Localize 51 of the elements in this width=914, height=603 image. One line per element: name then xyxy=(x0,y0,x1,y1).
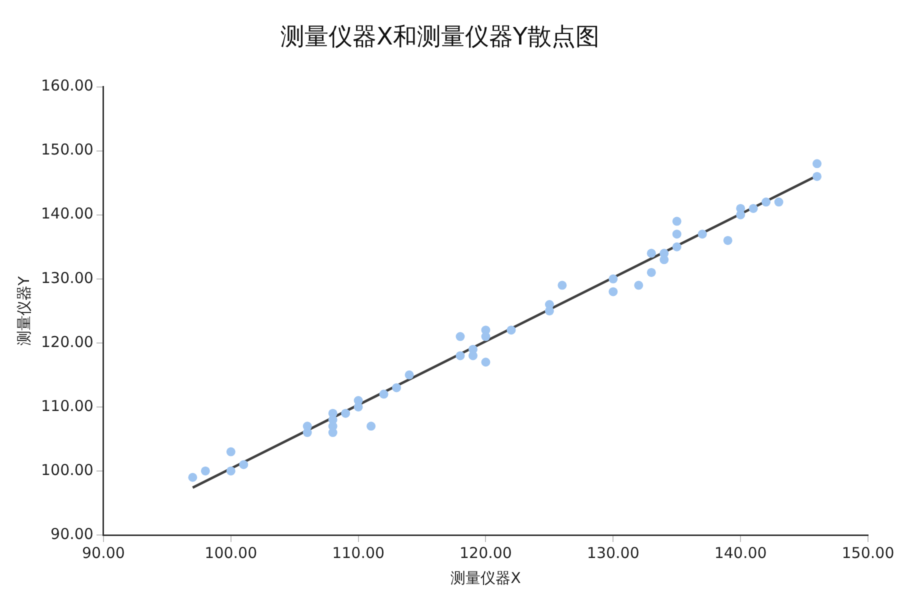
point xyxy=(404,370,414,380)
y-tick-label: 130.00 xyxy=(40,268,94,287)
point xyxy=(200,466,210,476)
x-tick-label: 120.00 xyxy=(459,544,512,562)
y-axis-title: 测量仪器Y xyxy=(14,275,33,346)
point xyxy=(379,390,388,399)
y-tick-label: 110.00 xyxy=(40,396,94,415)
point xyxy=(506,326,516,335)
point xyxy=(812,159,822,168)
point xyxy=(672,242,682,252)
y-tick-label: 100.00 xyxy=(40,460,94,479)
x-tick-label: 110.00 xyxy=(332,544,385,562)
point xyxy=(646,268,656,277)
point xyxy=(226,466,236,476)
y-tick-label: 160.00 xyxy=(40,76,94,95)
x-axis-title: 测量仪器X xyxy=(450,568,521,587)
point xyxy=(481,358,490,367)
point xyxy=(456,332,465,342)
point xyxy=(634,280,644,290)
point xyxy=(341,408,350,418)
y-tick-label: 90.00 xyxy=(50,524,94,543)
point xyxy=(481,332,490,342)
point xyxy=(558,280,567,290)
point xyxy=(723,236,732,245)
point xyxy=(812,172,822,181)
point xyxy=(456,351,465,360)
y-tick-label: 140.00 xyxy=(40,204,94,223)
x-tick-label: 100.00 xyxy=(204,544,258,562)
point xyxy=(328,428,338,438)
y-tick-label: 120.00 xyxy=(40,332,94,351)
point xyxy=(188,472,198,482)
point xyxy=(226,447,236,456)
x-tick-label: 130.00 xyxy=(586,544,640,562)
point xyxy=(748,204,758,213)
point xyxy=(239,460,248,470)
point xyxy=(302,428,312,438)
point xyxy=(672,230,682,239)
point xyxy=(392,383,402,392)
point xyxy=(646,248,656,258)
point xyxy=(608,274,618,284)
point xyxy=(762,198,771,207)
point xyxy=(366,422,376,431)
point xyxy=(774,198,784,207)
y-tick-label: 150.00 xyxy=(40,140,94,159)
chart-title: 测量仪器X和测量仪器Y散点图 xyxy=(280,22,600,51)
point xyxy=(608,287,618,296)
x-tick-label: 140.00 xyxy=(714,544,767,562)
point xyxy=(672,216,682,226)
x-tick-label: 150.00 xyxy=(842,544,894,562)
x-tick-label: 90.00 xyxy=(82,544,125,562)
point xyxy=(698,230,707,239)
